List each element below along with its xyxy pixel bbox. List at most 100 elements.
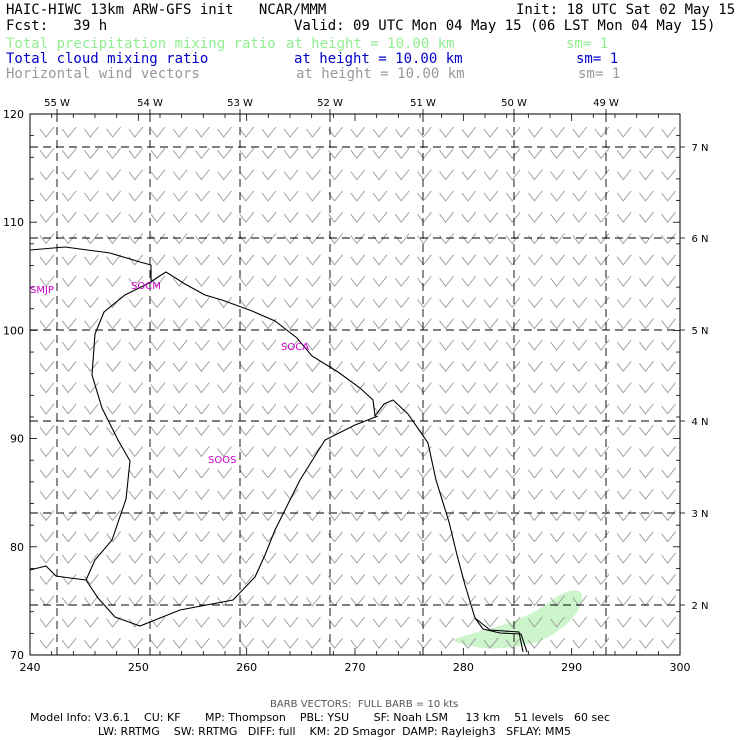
wind-barb <box>372 211 388 223</box>
wind-barb <box>528 467 543 479</box>
wind-barb <box>150 574 166 586</box>
wind-barb <box>439 595 454 607</box>
wind-barb <box>61 637 77 649</box>
wind-barb <box>283 446 299 458</box>
wind-barb <box>84 616 99 628</box>
init-time: Init: 18 UTC Sat 02 May 15 <box>516 2 736 18</box>
wind-barb <box>306 275 321 287</box>
wind-barb <box>239 148 255 160</box>
wind-barb <box>283 361 299 373</box>
wind-barb <box>372 318 388 330</box>
wind-barb <box>661 126 676 138</box>
wind-barb <box>439 616 454 628</box>
wind-barb <box>350 339 366 351</box>
wind-barb <box>661 275 676 287</box>
wind-barb <box>195 552 210 564</box>
wind-barb <box>461 361 477 373</box>
wind-barb <box>239 169 255 181</box>
wind-barb <box>217 595 232 607</box>
wind-barb <box>483 126 499 138</box>
wind-barb <box>372 552 388 564</box>
wind-barb <box>661 467 676 479</box>
wind-barb <box>350 488 366 500</box>
wind-barb <box>394 637 410 649</box>
wind-barb <box>394 169 410 181</box>
wind-barb <box>84 148 99 160</box>
field-precip-smooth: sm= 1 <box>566 36 609 52</box>
wind-barb <box>439 403 454 415</box>
wind-barb <box>150 382 166 394</box>
wind-barb <box>217 169 232 181</box>
wind-barb <box>572 254 588 266</box>
wind-barb <box>128 275 144 287</box>
wind-barb <box>261 403 277 415</box>
longitude-label: 54 W <box>137 98 163 109</box>
wind-barb <box>84 233 99 245</box>
wind-barb <box>528 488 543 500</box>
wind-barb <box>328 403 343 415</box>
wind-barb <box>372 488 388 500</box>
wind-barb <box>195 467 210 479</box>
wind-barb <box>372 126 388 138</box>
wind-barb <box>283 233 299 245</box>
wind-barb <box>661 424 676 436</box>
wind-barb <box>439 510 454 522</box>
wind-barb <box>61 510 77 522</box>
wind-barb <box>594 339 610 351</box>
wind-barb <box>483 637 499 649</box>
wind-barb <box>417 382 432 394</box>
wind-barb <box>528 254 543 266</box>
wind-barb <box>394 211 410 223</box>
wind-barb <box>61 382 77 394</box>
wind-barb <box>372 275 388 287</box>
wind-barb <box>106 403 121 415</box>
wind-barb <box>84 254 99 266</box>
wind-barb <box>84 169 99 181</box>
wind-barb <box>128 510 144 522</box>
wind-barb <box>417 126 432 138</box>
wind-barb <box>616 531 632 543</box>
wind-barb <box>594 126 610 138</box>
wind-barb <box>61 211 77 223</box>
wind-barb <box>417 574 432 586</box>
wind-barb <box>616 339 632 351</box>
wind-barb <box>195 424 210 436</box>
wind-barb <box>306 574 321 586</box>
wind-barb <box>84 446 99 458</box>
wind-barb <box>505 297 521 309</box>
wind-barb <box>661 531 676 543</box>
wind-barb <box>616 574 632 586</box>
wind-barb <box>217 190 232 202</box>
wind-barb <box>39 552 55 564</box>
wind-barb <box>550 297 565 309</box>
wind-barb <box>106 531 121 543</box>
wind-barb <box>150 339 166 351</box>
wind-barb <box>528 574 543 586</box>
wind-barb <box>594 403 610 415</box>
wind-barb <box>283 637 299 649</box>
wind-barb <box>106 233 121 245</box>
wind-barb <box>328 126 343 138</box>
wind-barb <box>639 595 654 607</box>
wind-barb <box>639 126 654 138</box>
wind-barb <box>61 190 77 202</box>
wind-barb <box>84 275 99 287</box>
wind-barb <box>172 510 188 522</box>
wind-barb <box>639 510 654 522</box>
model-info-line1: Model Info: V3.6.1 CU: KF MP: Thompson P… <box>30 711 610 724</box>
wind-barb <box>661 616 676 628</box>
wind-barb <box>39 424 55 436</box>
wind-barb <box>461 190 477 202</box>
wind-barb <box>195 233 210 245</box>
wind-barb <box>217 510 232 522</box>
y-tick-label: 110 <box>3 216 24 229</box>
wind-barb <box>461 339 477 351</box>
lat-lon-grid <box>30 114 680 655</box>
wind-barb <box>528 637 543 649</box>
wind-barb <box>195 531 210 543</box>
wind-barb <box>483 169 499 181</box>
wind-barb <box>61 467 77 479</box>
wind-barb <box>128 318 144 330</box>
wind-barb <box>572 361 588 373</box>
wind-barb <box>505 403 521 415</box>
